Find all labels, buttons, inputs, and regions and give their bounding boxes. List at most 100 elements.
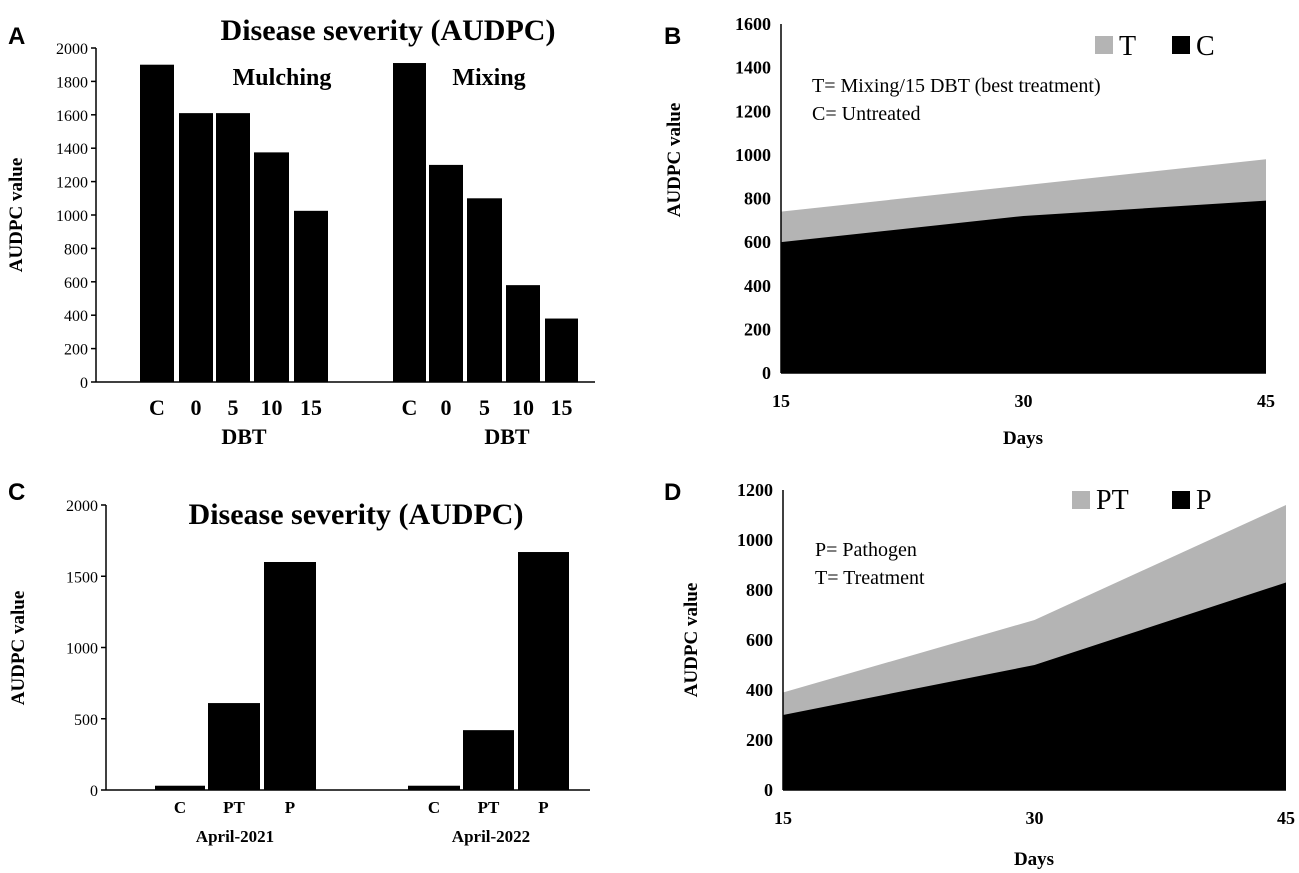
category-label: P xyxy=(538,798,548,817)
area-series-p xyxy=(783,582,1286,790)
y-tick-label: 1400 xyxy=(735,58,771,78)
x-axis-label: Days xyxy=(1003,428,1043,449)
bar xyxy=(179,113,213,382)
y-tick-label: 2000 xyxy=(66,498,98,515)
category-label: 10 xyxy=(261,395,283,420)
chart-title: Disease severity (AUDPC) xyxy=(221,14,556,47)
category-label: PT xyxy=(478,798,500,817)
bar xyxy=(155,785,205,790)
y-tick-label: 0 xyxy=(764,780,773,800)
group-x-label: April-2021 xyxy=(196,827,274,846)
category-label: 0 xyxy=(191,395,202,420)
y-tick-label: 1000 xyxy=(737,530,773,550)
x-tick-label: 15 xyxy=(772,391,790,411)
y-tick-label: 1000 xyxy=(735,145,771,165)
y-tick-label: 1200 xyxy=(737,480,773,500)
legend-swatch xyxy=(1072,491,1090,509)
legend-label: T xyxy=(1119,31,1136,62)
y-tick-label: 1000 xyxy=(66,641,98,658)
bar xyxy=(545,318,578,382)
y-tick-label: 800 xyxy=(64,241,88,258)
x-tick-label: 15 xyxy=(774,808,792,828)
y-tick-label: 400 xyxy=(746,680,773,700)
x-tick-label: 45 xyxy=(1257,391,1275,411)
y-tick-label: 1500 xyxy=(66,569,98,586)
y-tick-label: 500 xyxy=(74,712,98,729)
panel-b: B 0 200 400 600 800 1000 1200 1400 1600 15 30 45 Days… xyxy=(664,14,1275,449)
y-tick-label: 600 xyxy=(744,232,771,252)
bar xyxy=(254,152,289,382)
legend-swatch xyxy=(1095,36,1113,54)
annotation: T= Mixing/15 DBT (best treatment) xyxy=(812,75,1101,97)
category-label: 5 xyxy=(228,395,239,420)
y-tick-label: 600 xyxy=(64,275,88,292)
y-tick-label: 1400 xyxy=(56,141,88,158)
category-label: 5 xyxy=(479,395,490,420)
y-tick-label: 0 xyxy=(762,363,771,383)
chart-title: Disease severity (AUDPC) xyxy=(189,498,524,531)
y-tick-label: 1600 xyxy=(56,108,88,125)
x-tick-label: 30 xyxy=(1015,391,1033,411)
panel-a: A0200400600800100012001400160018002000AU… xyxy=(6,14,595,449)
x-axis-label: Days xyxy=(1014,849,1054,870)
group-x-label: April-2022 xyxy=(452,827,530,846)
y-tick-label: 0 xyxy=(90,783,98,800)
category-label: C xyxy=(402,395,418,420)
category-label: 15 xyxy=(300,395,322,420)
annotation: C= Untreated xyxy=(812,103,920,125)
panel-label: A xyxy=(8,23,25,50)
y-tick-label: 200 xyxy=(746,730,773,750)
bar xyxy=(408,785,460,790)
group-name: Mixing xyxy=(452,65,525,91)
panel-d: D 0 200 400 600 800 1000 1200 15 30 45 Days AUDPC va… xyxy=(664,479,1295,870)
y-tick-label: 400 xyxy=(64,308,88,325)
legend-label: C xyxy=(1196,31,1215,62)
bar xyxy=(393,63,426,382)
category-label: C xyxy=(428,798,440,817)
y-tick-label: 800 xyxy=(746,580,773,600)
group-name: Mulching xyxy=(233,65,332,91)
y-tick-label: 200 xyxy=(64,342,88,359)
y-tick-label: 1600 xyxy=(735,14,771,34)
y-tick-label: 1800 xyxy=(56,74,88,91)
category-label: PT xyxy=(223,798,245,817)
group-x-label: DBT xyxy=(221,424,267,449)
y-tick-label: 1200 xyxy=(56,175,88,192)
annotation: T= Treatment xyxy=(815,567,925,589)
bar xyxy=(140,64,174,382)
y-tick-label: 0 xyxy=(80,375,88,392)
y-axis-label: AUDPC value xyxy=(8,591,29,706)
category-label: 15 xyxy=(551,395,573,420)
bar xyxy=(467,198,502,382)
x-tick-label: 45 xyxy=(1277,808,1295,828)
area-series-c xyxy=(781,200,1266,373)
panel-label: D xyxy=(664,479,681,506)
y-tick-label: 2000 xyxy=(56,41,88,58)
y-axis-label: AUDPC value xyxy=(6,158,27,273)
bar xyxy=(264,562,316,790)
annotation: P= Pathogen xyxy=(815,539,917,561)
category-label: 10 xyxy=(512,395,534,420)
bar xyxy=(506,285,540,382)
y-axis-label: AUDPC value xyxy=(681,583,702,698)
panel-c: C 0 500 1000 1500 2000 AUDPC value Disease seve… xyxy=(8,479,590,846)
bar xyxy=(208,703,260,790)
x-tick-label: 30 xyxy=(1026,808,1044,828)
panel-label: C xyxy=(8,479,25,506)
group-x-label: DBT xyxy=(484,424,530,449)
legend-label: P xyxy=(1196,485,1212,516)
y-tick-label: 400 xyxy=(744,276,771,296)
category-label: P xyxy=(285,798,295,817)
bar xyxy=(429,164,463,382)
category-label: 0 xyxy=(441,395,452,420)
y-tick-label: 600 xyxy=(746,630,773,650)
bar xyxy=(294,210,328,382)
category-label: C xyxy=(174,798,186,817)
category-label: C xyxy=(149,395,165,420)
bar xyxy=(518,552,569,790)
legend-swatch xyxy=(1172,36,1190,54)
bar xyxy=(216,113,250,382)
y-tick-label: 1000 xyxy=(56,208,88,225)
bar xyxy=(463,730,514,790)
